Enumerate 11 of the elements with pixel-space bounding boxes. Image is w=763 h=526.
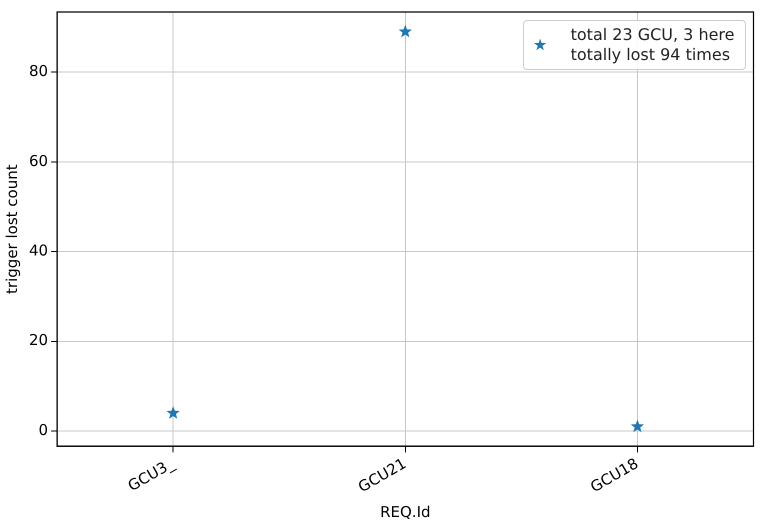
y-tick-label: 60 [28, 152, 48, 170]
point [630, 420, 644, 432]
x-axis-title: REQ.Id [380, 502, 431, 521]
y-tick-label: 0 [38, 420, 48, 439]
y-tick-label: 20 [28, 331, 48, 350]
legend-label: total 23 GCU, 3 here totally lost 94 times [570, 25, 734, 65]
point [166, 406, 180, 419]
y-tick-label: 80 [28, 62, 48, 80]
y-tick-label: 40 [28, 241, 48, 260]
point [398, 24, 412, 38]
y-axis-title: trigger lost count [2, 164, 21, 294]
